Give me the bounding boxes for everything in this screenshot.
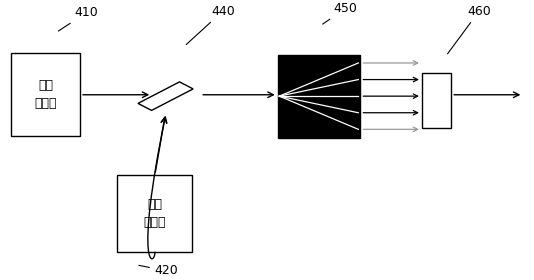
Bar [11, 53, 80, 136]
Text: 第一
激光器: 第一 激光器 [34, 79, 57, 110]
Text: 420: 420 [139, 265, 178, 277]
Text: 450: 450 [323, 2, 358, 24]
Text: 410: 410 [58, 6, 98, 31]
Bar [422, 73, 451, 128]
FancyArrowPatch shape [148, 117, 167, 259]
Text: 440: 440 [186, 4, 234, 45]
Bar [117, 175, 192, 252]
Polygon shape [278, 55, 360, 137]
Text: 第二
激光器: 第二 激光器 [144, 198, 166, 229]
Text: 460: 460 [447, 4, 491, 54]
Polygon shape [138, 82, 193, 110]
